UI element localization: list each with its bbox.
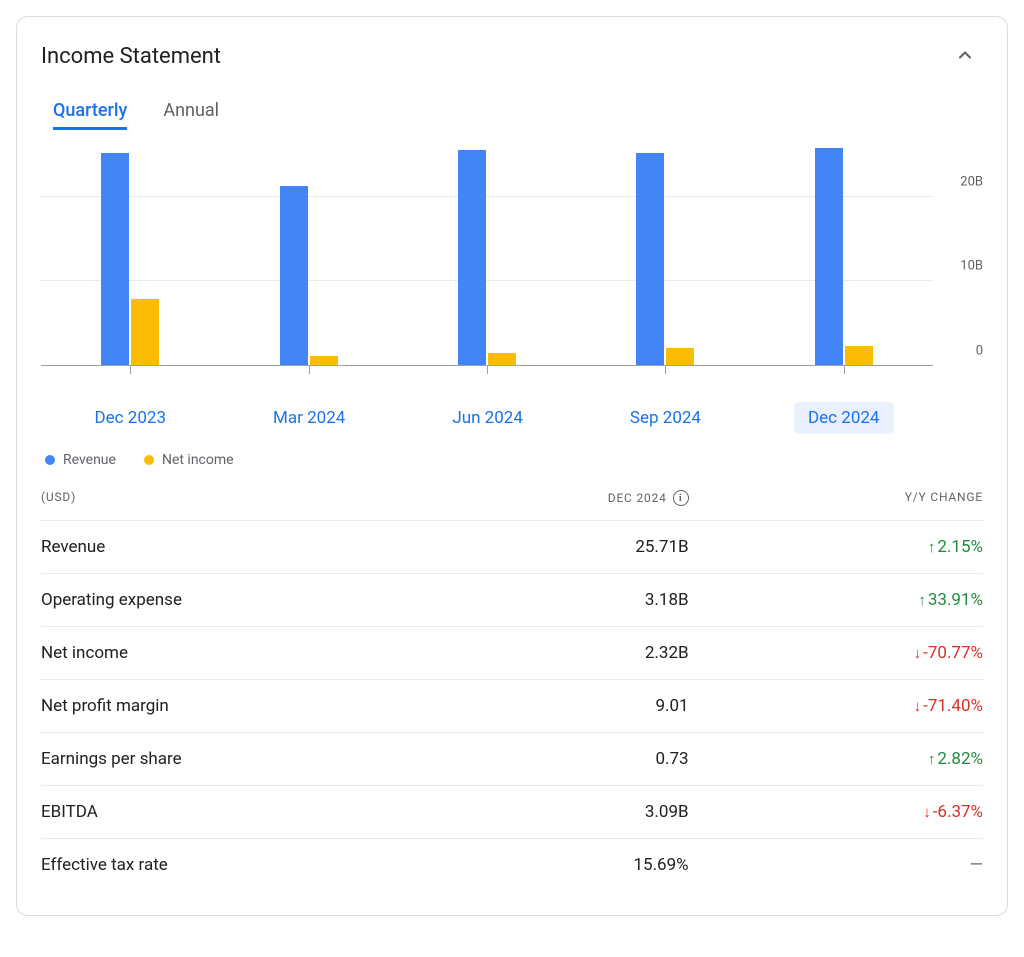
info-icon[interactable]: i <box>673 490 689 506</box>
legend-dot-icon <box>144 455 154 465</box>
table-row[interactable]: Operating expense3.18B↑33.91% <box>41 574 983 627</box>
metric-value: 3.18B <box>394 590 688 610</box>
metric-change: ↓-6.37% <box>689 802 983 822</box>
revenue-bar <box>815 148 843 366</box>
arrow-down-icon: ↓ <box>914 697 922 715</box>
change-value: -71.40% <box>923 696 983 716</box>
table-row[interactable]: Revenue25.71B↑2.15% <box>41 521 983 574</box>
metric-label: Net income <box>41 643 394 663</box>
net-income-bar <box>131 299 159 366</box>
legend-label: Revenue <box>63 452 116 468</box>
change-value: -70.77% <box>923 643 983 663</box>
metric-label: Earnings per share <box>41 749 394 769</box>
bar-group[interactable] <box>101 153 159 366</box>
y-tick-label: 0 <box>968 344 983 359</box>
bar-group[interactable] <box>280 186 338 366</box>
period-label[interactable]: Sep 2024 <box>616 402 715 434</box>
period-tabs: Quarterly Annual <box>41 100 983 130</box>
period-label[interactable]: Jun 2024 <box>438 402 537 434</box>
tab-quarterly[interactable]: Quarterly <box>53 100 127 130</box>
table-row[interactable]: Net profit margin9.01↓-71.40% <box>41 680 983 733</box>
arrow-up-icon: ↑ <box>928 538 936 556</box>
period-label[interactable]: Dec 2024 <box>794 402 894 434</box>
table-header-period-label: DEC 2024 <box>608 491 667 505</box>
legend-item: Revenue <box>45 452 116 468</box>
y-tick-label: 20B <box>952 174 983 189</box>
tab-annual[interactable]: Annual <box>163 100 219 130</box>
income-statement-card: Income Statement Quarterly Annual 0 10B 20B… <box>16 16 1008 916</box>
period-label[interactable]: Mar 2024 <box>259 402 359 434</box>
metric-change: ↓-71.40% <box>689 696 983 716</box>
card-header: Income Statement <box>41 37 983 76</box>
metric-value: 25.71B <box>394 537 688 557</box>
revenue-bar <box>280 186 308 366</box>
metric-change: — <box>689 855 983 875</box>
net-income-bar <box>666 348 694 366</box>
arrow-up-icon: ↑ <box>918 591 926 609</box>
table-row[interactable]: Effective tax rate15.69% — <box>41 839 983 891</box>
metric-value: 2.32B <box>394 643 688 663</box>
table-body: Revenue25.71B↑2.15%Operating expense3.18… <box>41 521 983 891</box>
chart-plot <box>41 146 933 366</box>
table-header-currency: (USD) <box>41 490 394 506</box>
chart-legend: Revenue Net income <box>41 452 983 468</box>
revenue-bar <box>636 153 664 366</box>
bar-group[interactable] <box>636 153 694 366</box>
metric-label: Effective tax rate <box>41 855 394 875</box>
change-value: 33.91% <box>928 590 983 610</box>
net-income-bar <box>845 346 873 366</box>
change-value: 2.15% <box>937 537 983 557</box>
arrow-up-icon: ↑ <box>928 750 936 768</box>
metric-value: 3.09B <box>394 802 688 822</box>
chart-x-labels: Dec 2023 Mar 2024 Jun 2024 Sep 2024 Dec 2024 <box>41 402 933 434</box>
legend-item: Net income <box>144 452 234 468</box>
metric-value: 0.73 <box>394 749 688 769</box>
chevron-up-icon <box>955 45 975 65</box>
metric-label: Net profit margin <box>41 696 394 716</box>
legend-dot-icon <box>45 455 55 465</box>
metric-change: ↓-70.77% <box>689 643 983 663</box>
table-row[interactable]: Earnings per share0.73↑2.82% <box>41 733 983 786</box>
chart-container: 0 10B 20B Dec 2023 Mar 2024 Jun 2024 Sep 2024… <box>41 146 983 434</box>
bar-group[interactable] <box>458 150 516 366</box>
collapse-button[interactable] <box>947 37 983 76</box>
metric-change: ↑2.82% <box>689 749 983 769</box>
chart-y-axis: 0 10B 20B <box>933 146 983 366</box>
change-value: — <box>970 855 983 875</box>
metric-label: EBITDA <box>41 802 394 822</box>
metric-change: ↑2.15% <box>689 537 983 557</box>
chart-baseline <box>41 365 933 366</box>
change-value: 2.82% <box>937 749 983 769</box>
card-title: Income Statement <box>41 44 221 69</box>
legend-label: Net income <box>162 452 234 468</box>
metric-label: Revenue <box>41 537 394 557</box>
revenue-bar <box>458 150 486 366</box>
metric-change: ↑33.91% <box>689 590 983 610</box>
table-header-period: DEC 2024 i <box>394 490 688 506</box>
bar-group[interactable] <box>815 148 873 366</box>
table-header-row: (USD) DEC 2024 i Y/Y CHANGE <box>41 482 983 521</box>
y-tick-label: 10B <box>952 259 983 274</box>
metric-value: 15.69% <box>394 855 688 875</box>
arrow-down-icon: ↓ <box>923 803 931 821</box>
change-value: -6.37% <box>933 802 983 822</box>
table-header-change: Y/Y CHANGE <box>689 490 983 506</box>
table-row[interactable]: EBITDA3.09B↓-6.37% <box>41 786 983 839</box>
metric-value: 9.01 <box>394 696 688 716</box>
table-row[interactable]: Net income2.32B↓-70.77% <box>41 627 983 680</box>
revenue-bar <box>101 153 129 366</box>
arrow-down-icon: ↓ <box>914 644 922 662</box>
period-label[interactable]: Dec 2023 <box>81 402 181 434</box>
metric-label: Operating expense <box>41 590 394 610</box>
